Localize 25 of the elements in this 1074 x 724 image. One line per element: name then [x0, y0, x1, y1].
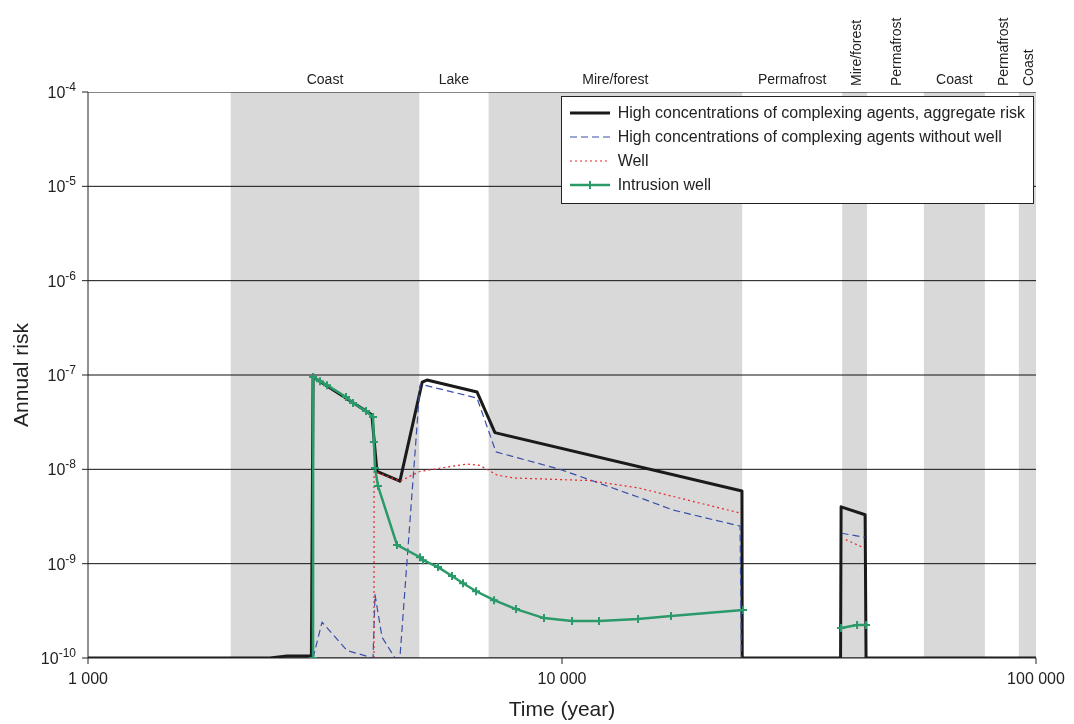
- y-tick-label: 10$^{-4}$: [47, 80, 77, 101]
- band-label: Coast: [306, 71, 344, 87]
- text: Permafrost: [994, 17, 1011, 86]
- y-tick-label: 10$^{-7}$: [47, 363, 77, 384]
- y-tick-label: 10$^{-5}$: [47, 174, 77, 196]
- x-tick-label: 100 000: [1007, 670, 1066, 687]
- y-axis-title: Annual risk: [9, 322, 32, 427]
- legend-label: Well: [617, 152, 649, 170]
- y-tick-label: 10$^{-8}$: [47, 457, 77, 479]
- x-axis-title: Time (year): [508, 697, 616, 720]
- band-label: Coast: [936, 71, 973, 87]
- y-tick-label: 10$^{-10}$: [40, 646, 77, 667]
- legend-label: Intrusion well: [617, 176, 712, 194]
- text: Lake: [438, 71, 470, 87]
- text: Permafrost: [757, 71, 827, 87]
- band-label: Coast: [1020, 49, 1037, 86]
- y-tick-label: 10$^{-9}$: [47, 551, 77, 573]
- x-tick-label: 1 000: [67, 670, 109, 687]
- legend-label: High concentrations of complexing agents, aggregate risk: [617, 104, 1025, 122]
- x-tick-label: 10 000: [537, 670, 587, 687]
- text: Permafrost: [888, 17, 905, 86]
- band-label: Mire/forest: [847, 19, 864, 86]
- band-label: Mire/forest: [582, 71, 649, 87]
- y-tick-label: 10$^{-6}$: [47, 268, 77, 290]
- legend-label: High concentrations of complexing agents without well: [617, 128, 1002, 146]
